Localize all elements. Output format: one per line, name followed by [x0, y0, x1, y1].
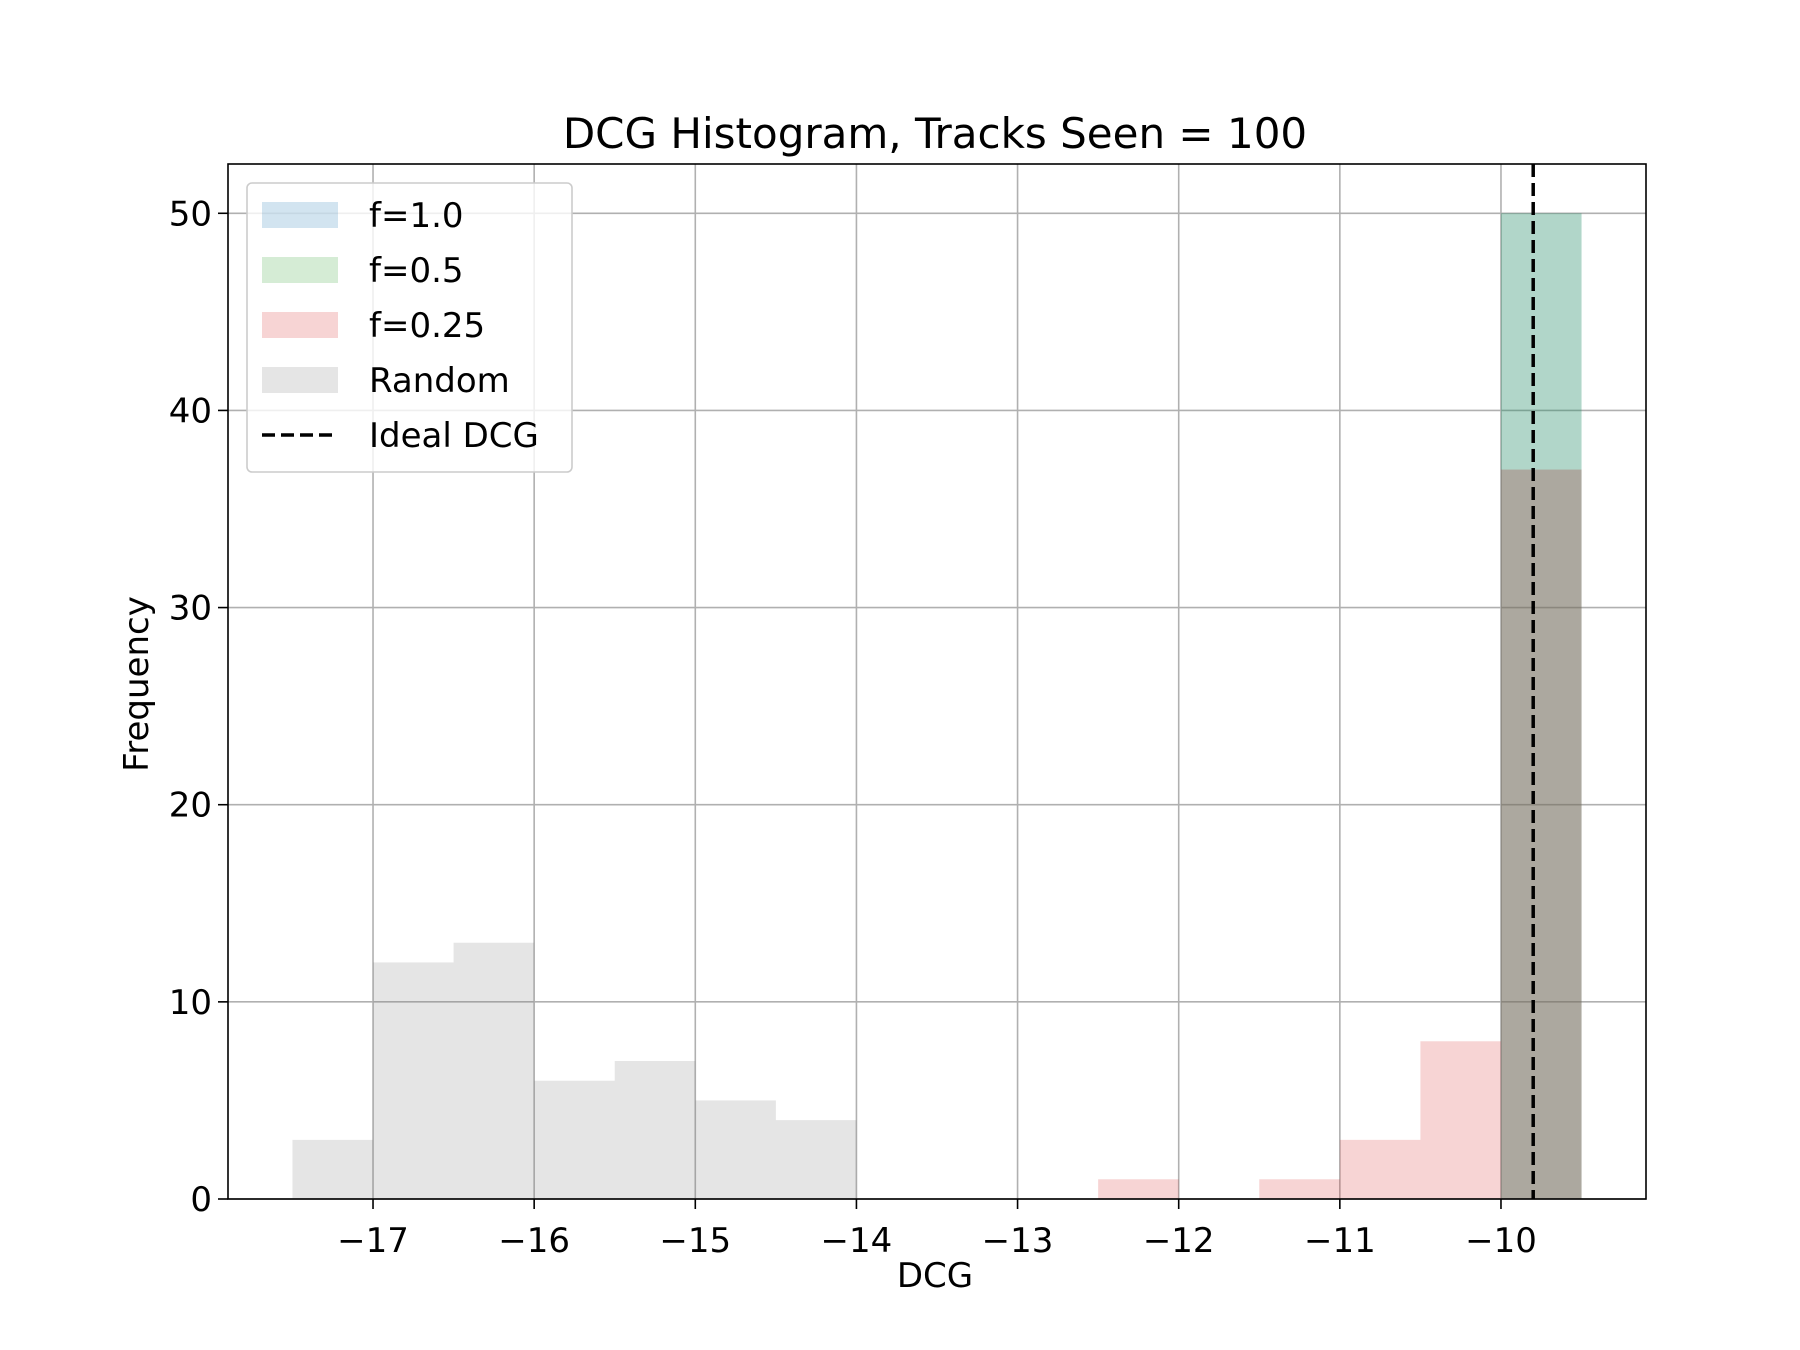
y-tick-label: 50 [169, 194, 212, 234]
legend-swatch [262, 257, 338, 283]
bar-random [775, 1120, 857, 1199]
bar-random [695, 1100, 776, 1199]
y-tick-label: 40 [169, 391, 212, 431]
bar-f-0-25 [1500, 469, 1582, 1200]
y-tick-label: 30 [169, 589, 212, 629]
legend-box [246, 182, 573, 473]
bar-random [292, 1139, 374, 1199]
bar-f-0-25 [1339, 1139, 1421, 1199]
y-tick-label: 10 [169, 983, 212, 1023]
bar-random [534, 1080, 615, 1199]
legend-label: f=1.0 [369, 196, 464, 236]
legend-swatch [262, 367, 338, 393]
legend-label: f=0.5 [369, 251, 464, 291]
bar-f-0-5 [1500, 213, 1582, 1200]
legend-swatch [262, 202, 338, 228]
bar-f-0-25 [1420, 1041, 1501, 1199]
histogram-bars [292, 213, 1582, 1200]
legend-label: f=0.25 [369, 306, 485, 346]
y-axis-label: Frequency [117, 596, 157, 772]
grid [228, 164, 1646, 1200]
legend-swatch [262, 312, 338, 338]
x-axis-ticks: −17 −16 −15 −14 −13 −12 −11 −10 [337, 1199, 1537, 1261]
bar-random [373, 962, 454, 1199]
y-tick-label: 0 [190, 1180, 212, 1220]
x-tick-label: −17 [337, 1221, 409, 1261]
legend: f=1.0 f=0.5 f=0.25 Random Ideal DCG [246, 182, 573, 473]
bar-f-0-25 [1098, 1179, 1179, 1199]
bar-random [614, 1061, 696, 1199]
x-tick-label: −15 [659, 1221, 731, 1261]
bar-f-0-25 [1259, 1179, 1340, 1199]
x-tick-label: −11 [1304, 1221, 1376, 1261]
y-axis-ticks: 0 10 20 30 40 50 [169, 194, 228, 1220]
chart-title: DCG Histogram, Tracks Seen = 100 [563, 109, 1307, 158]
legend-label: Random [369, 361, 510, 401]
y-tick-label: 20 [169, 786, 212, 826]
legend-label: Ideal DCG [369, 416, 539, 456]
x-axis-label: DCG [897, 1256, 973, 1296]
x-tick-label: −10 [1465, 1221, 1537, 1261]
bar-f-1-0 [1500, 213, 1582, 1200]
plot-area [227, 163, 1647, 1200]
bar-random [453, 942, 535, 1199]
x-tick-label: −16 [498, 1221, 570, 1261]
bar-random [1500, 469, 1582, 1200]
x-tick-label: −13 [982, 1221, 1054, 1261]
x-tick-label: −12 [1143, 1221, 1215, 1261]
x-tick-label: −14 [821, 1221, 893, 1261]
